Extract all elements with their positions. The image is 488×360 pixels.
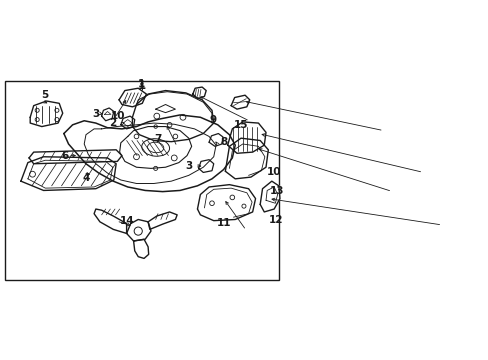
Polygon shape [192, 87, 206, 99]
Text: 1: 1 [138, 79, 145, 89]
Text: 1: 1 [138, 79, 145, 92]
Polygon shape [29, 150, 122, 164]
Text: 10: 10 [266, 167, 281, 177]
Polygon shape [121, 116, 135, 129]
Polygon shape [30, 101, 62, 127]
Polygon shape [148, 212, 177, 229]
Text: 3: 3 [185, 161, 192, 171]
Text: 6: 6 [61, 150, 68, 161]
Polygon shape [209, 134, 223, 146]
Polygon shape [197, 185, 255, 221]
Polygon shape [132, 91, 213, 142]
Text: 3: 3 [93, 109, 100, 119]
Polygon shape [198, 160, 213, 172]
Text: 8: 8 [220, 137, 227, 147]
Text: 2: 2 [109, 118, 116, 128]
Polygon shape [231, 95, 249, 109]
Polygon shape [64, 115, 235, 192]
Polygon shape [133, 239, 148, 258]
Text: 11: 11 [217, 218, 231, 228]
Text: 7: 7 [154, 134, 162, 144]
Text: 14: 14 [120, 216, 134, 226]
Polygon shape [227, 122, 265, 153]
Text: 13: 13 [269, 186, 284, 195]
Text: 9: 9 [209, 115, 216, 125]
Polygon shape [260, 181, 279, 212]
Text: 10: 10 [110, 111, 124, 121]
Polygon shape [126, 220, 151, 241]
Text: 5: 5 [41, 90, 49, 100]
Polygon shape [102, 108, 114, 121]
Polygon shape [21, 157, 116, 190]
Text: 12: 12 [268, 215, 283, 225]
Polygon shape [94, 209, 126, 233]
Polygon shape [225, 138, 268, 179]
Polygon shape [119, 88, 146, 107]
Text: 4: 4 [82, 173, 89, 183]
Text: 15: 15 [233, 120, 248, 130]
